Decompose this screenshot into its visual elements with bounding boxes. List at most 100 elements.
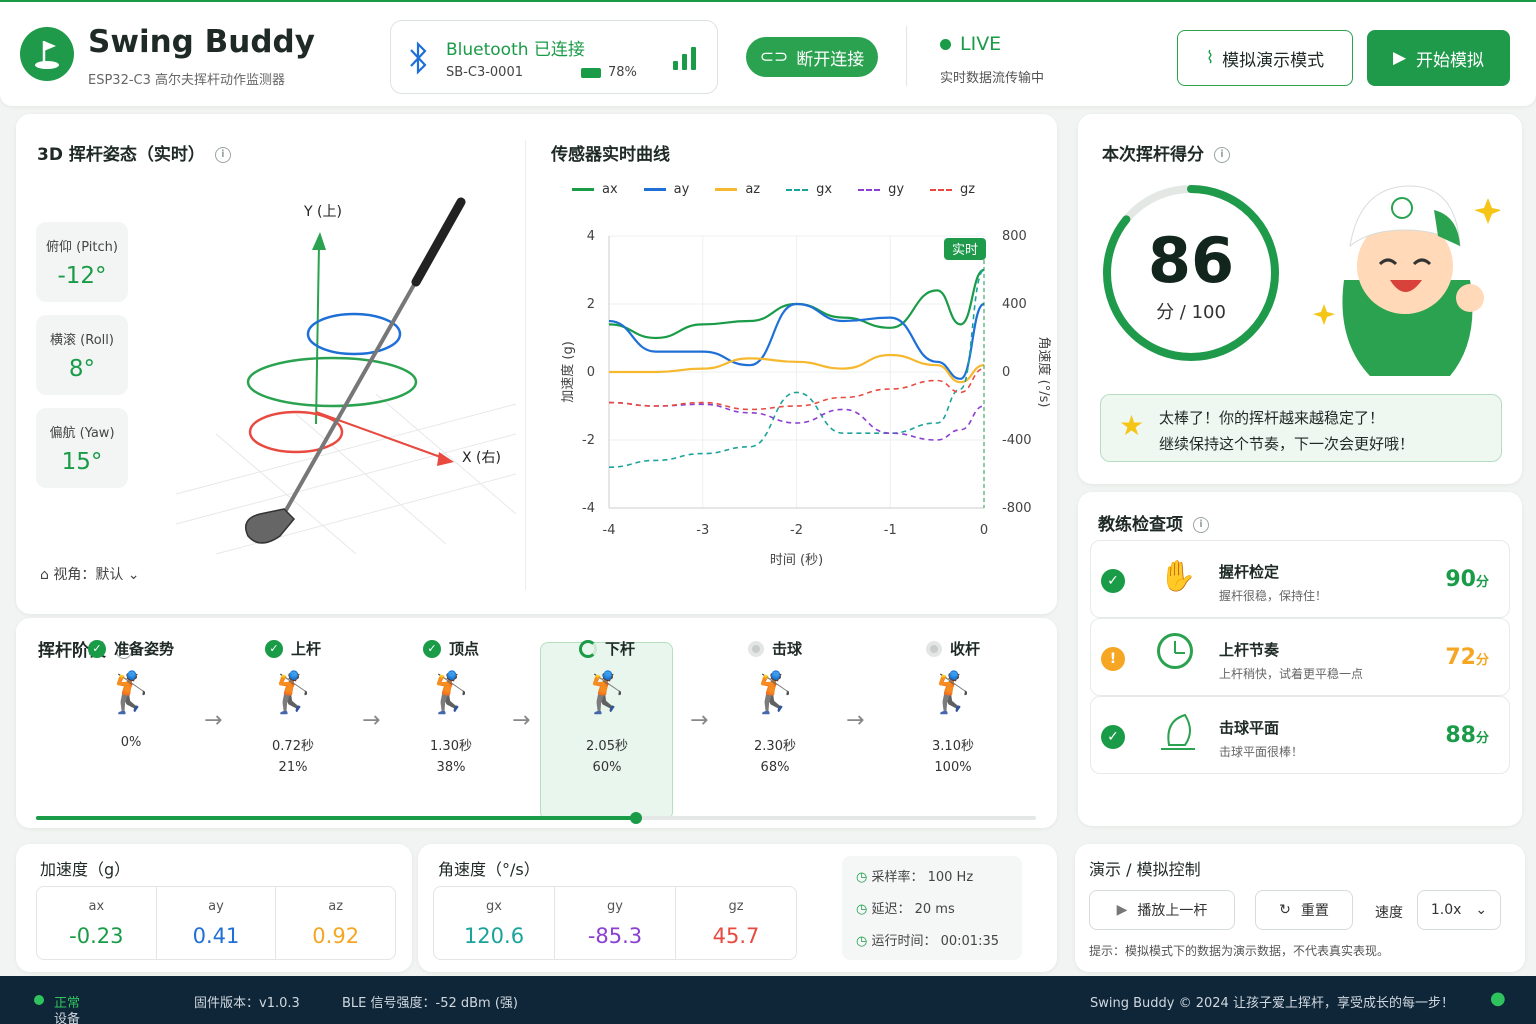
accel-title: 加速度（g） — [40, 860, 131, 879]
progress-handle[interactable] — [630, 812, 642, 824]
golfer-icon: 🏌 — [268, 670, 318, 716]
phase-finish[interactable]: 收杆 🏌 3.10秒 100% — [888, 638, 1018, 775]
info-icon: i — [214, 147, 231, 163]
demo-card: 演示 / 模拟控制 ▶ 播放上一杆 ↻ 重置 速度 1.0x ⌄ 提示：模拟模式下的数… — [1075, 844, 1525, 972]
y2-tick-label: 0 — [1002, 365, 1010, 380]
pitch-card: 俯仰 (Pitch) -12° — [36, 222, 128, 302]
device-id: SB-C3-0001 — [446, 65, 523, 80]
user-icon[interactable]: ● — [1490, 988, 1506, 1009]
gy-value: -85.3 — [587, 924, 643, 948]
firmware-version: 固件版本：v1.0.3 — [194, 996, 300, 1011]
check-icon: ✓ — [87, 639, 106, 658]
series-line-gz — [608, 367, 985, 411]
arrow-icon: → — [512, 708, 531, 733]
accel-values: ax -0.23 ay 0.41 az 0.92 — [36, 886, 396, 960]
y2-tick-label: -800 — [1002, 501, 1032, 516]
legend-az: az — [715, 182, 760, 197]
phases-card: 挥杆阶段 i ✓ 准备姿势 🏌 0% → ✓ 上杆 🏌 0.72秒 21% → ✓ 顶点 … — [16, 618, 1057, 828]
golfer-icon: 🏌 — [750, 670, 800, 716]
coach-item-grip[interactable]: ✓ ✋ 握杆检定 握杆很稳，保持住！ 90分 — [1090, 540, 1510, 618]
speed-select[interactable]: 1.0x ⌄ — [1417, 890, 1501, 930]
x-tick-label: -2 — [790, 523, 803, 538]
footer-copyright: Swing Buddy © 2024 让孩子爱上挥杆，享受成长的每一步！ — [1090, 996, 1454, 1011]
signal-icon — [673, 47, 696, 70]
sensor-line-chart[interactable]: 4 2 0 -2 -4 800 400 0 -400 -800 -4 -3 -2 -1 0 时间 (秒) 加速度… — [536, 214, 1051, 584]
x-tick-label: -4 — [603, 523, 616, 538]
demo-mode-button[interactable]: ⌇ 模拟演示模式 — [1177, 30, 1353, 86]
phase-address[interactable]: ✓ 准备姿势 🏌 0% — [66, 638, 196, 750]
encourage-line-1: 太棒了！你的挥杆越来越稳定了！ — [1159, 409, 1385, 427]
x-tick-label: -3 — [696, 523, 709, 538]
legend-gy: gy — [858, 182, 904, 197]
x-axis-label: 时间 (秒) — [770, 553, 823, 568]
coach-item-plane[interactable]: ✓ 击球平面 击球平面很棒！ 88分 — [1090, 696, 1510, 774]
golfer-icon: 🏌 — [582, 670, 632, 716]
disconnect-button[interactable]: ⊂⊃ 断开连接 — [746, 37, 878, 77]
axis-x-label: X (右) — [462, 450, 501, 466]
series-line-az — [608, 353, 985, 384]
axis-y-label: Y (上) — [303, 204, 342, 220]
divider — [906, 26, 907, 86]
pose-chart-card: 3D 挥杆姿态（实时） i 俯仰 (Pitch) -12° 横滚 (Roll) 8° … — [16, 114, 1057, 614]
coach-title: 教练检查项 i — [1098, 510, 1209, 535]
grip-icon: ✋ — [1159, 559, 1197, 594]
legend-gz: gz — [930, 182, 975, 197]
bt-status: Bluetooth 已连接 — [446, 40, 585, 60]
coach-item-tempo[interactable]: ! 上杆节奏 上杆稍快，试着更平稳一点 72分 — [1090, 618, 1510, 696]
battery-icon — [581, 68, 601, 78]
swing-plane-icon — [1161, 713, 1195, 750]
check-icon: ✓ — [264, 639, 283, 658]
ax-value: -0.23 — [69, 924, 124, 948]
speed-label: 速度 — [1375, 905, 1403, 921]
star-icon: ★ — [1119, 409, 1145, 442]
legend-ax: ax — [572, 182, 618, 197]
view-icon: ⌂ — [40, 567, 49, 583]
y2-tick-label: 400 — [1002, 297, 1027, 312]
encouragement-box: ★ 太棒了！你的挥杆越来越稳定了！ 继续保持这个节奏，下一次会更好哦！ — [1100, 394, 1502, 462]
y-tick-label: -4 — [582, 501, 595, 516]
chevron-down-icon: ⌄ — [127, 567, 140, 583]
y-tick-label: 2 — [587, 297, 595, 312]
clock-icon: ◷ — [856, 870, 868, 885]
y-tick-label: 0 — [587, 365, 595, 380]
pending-icon — [925, 640, 942, 657]
roll-card: 横滚 (Roll) 8° — [36, 315, 128, 395]
check-icon: ✓ — [1101, 725, 1125, 749]
phase-impact[interactable]: 击球 🏌 2.30秒 68% — [710, 638, 840, 775]
info-icon: i — [116, 643, 132, 659]
golf-club-3d-view[interactable]: Y (上) X (右) — [156, 184, 526, 564]
y2-axis-label: 角速度 (°/s) — [1036, 337, 1051, 408]
reset-button[interactable]: ↻ 重置 — [1255, 890, 1353, 930]
score-ring — [1103, 185, 1279, 361]
check-icon: ✓ — [1101, 569, 1125, 593]
info-icon: i — [1193, 517, 1209, 533]
warning-icon: ! — [1101, 647, 1125, 671]
replay-button[interactable]: ▶ 播放上一杆 — [1089, 890, 1235, 930]
score-value: 86 — [1147, 224, 1235, 297]
golfer-icon: 🏌 — [928, 670, 978, 716]
battery-level: 78% — [608, 65, 637, 80]
demo-hint: 提示：模拟模式下的数据为演示数据，不代表真实表现。 — [1089, 944, 1390, 958]
divider — [525, 140, 526, 590]
live-dot-icon — [940, 39, 951, 50]
ay-value: 0.41 — [192, 924, 240, 948]
phase-highlight — [540, 642, 673, 820]
golfer-icon: 🏌 — [106, 670, 156, 716]
golfer-icon: 🏌 — [426, 670, 476, 716]
accel-card: 加速度（g） ax -0.23 ay 0.41 az 0.92 — [16, 844, 412, 972]
bluetooth-icon — [410, 41, 427, 75]
y-tick-label: -2 — [582, 433, 595, 448]
score-card: 本次挥杆得分 i 86 分 / 100 ★ 太棒了！你的挥杆越来越稳定了！ 继续保… — [1078, 114, 1522, 484]
ble-strength: BLE 信号强度：-52 dBm (强) — [342, 996, 518, 1011]
demo-title: 演示 / 模拟控制 — [1089, 860, 1201, 879]
sensor-chart-title: 传感器实时曲线 — [551, 145, 670, 165]
score-title: 本次挥杆得分 i — [1102, 140, 1230, 165]
phase-progress-fill — [36, 812, 642, 824]
phase-downswing[interactable]: 下杆 🏌 2.05秒 60% — [542, 638, 672, 775]
view-selector[interactable]: ⌂ 视角：默认 ⌄ — [40, 567, 140, 583]
phase-progress-track — [36, 812, 1036, 824]
start-simulation-button[interactable]: ▶ 开始模拟 — [1367, 30, 1510, 86]
az-value: 0.92 — [312, 924, 360, 948]
phase-top[interactable]: ✓ 顶点 🏌 1.30秒 38% — [386, 638, 516, 775]
phase-backswing[interactable]: ✓ 上杆 🏌 0.72秒 21% — [228, 638, 358, 775]
